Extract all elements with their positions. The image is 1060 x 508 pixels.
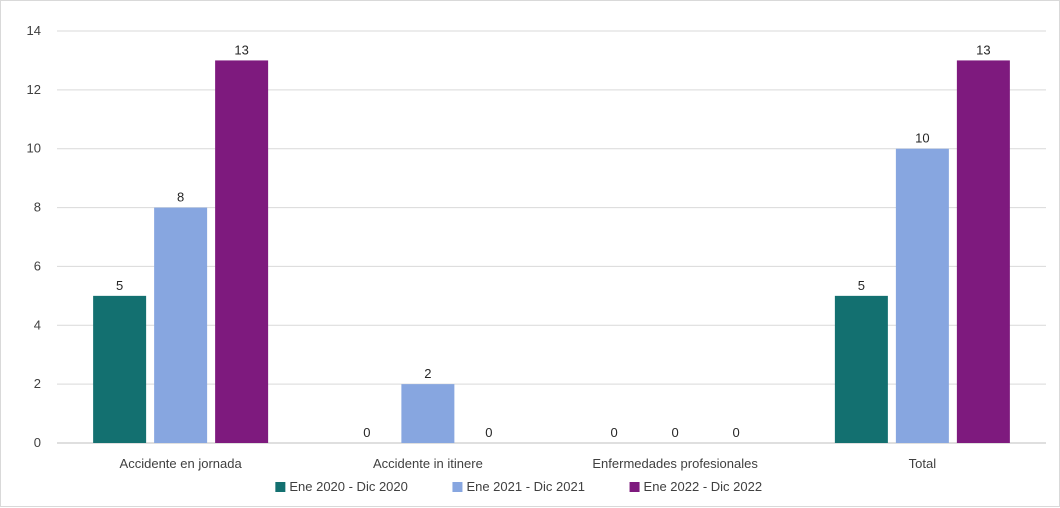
data-label: 5 [858,278,865,293]
data-label: 0 [672,425,679,440]
y-tick-label: 14 [27,23,41,38]
legend: Ene 2020 - Dic 2020 Ene 2021 - Dic 2021 En… [275,479,762,494]
y-tick-label: 10 [27,141,41,156]
y-axis: 0 2 4 6 8 10 12 14 [27,23,41,450]
data-label: 13 [234,42,248,57]
data-label: 8 [177,190,184,205]
data-label: 0 [611,425,618,440]
x-tick-label: Total [909,456,937,471]
legend-label: Ene 2022 - Dic 2022 [644,479,763,494]
legend-label: Ene 2020 - Dic 2020 [289,479,408,494]
legend-label: Ene 2021 - Dic 2021 [466,479,585,494]
y-tick-label: 6 [34,258,41,273]
data-label: 0 [733,425,740,440]
bar [401,384,455,443]
data-label: 10 [915,131,929,146]
bar [215,60,269,444]
data-label: 0 [485,425,492,440]
y-tick-label: 12 [27,82,41,97]
data-labels: 5 8 13 0 2 0 0 0 0 5 10 13 [116,42,991,440]
x-tick-label: Enfermedades profesionales [592,456,758,471]
y-tick-label: 4 [34,317,41,332]
x-tick-label: Accidente in itinere [373,456,483,471]
x-axis: Accidente en jornada Accidente in itinere… [120,456,937,471]
data-label: 2 [424,366,431,381]
x-tick-label: Accidente en jornada [120,456,243,471]
y-tick-label: 2 [34,376,41,391]
legend-swatch [275,482,286,492]
bar [93,295,147,443]
y-tick-label: 8 [34,200,41,215]
data-label: 13 [976,42,990,57]
legend-swatch [452,482,463,492]
bar [834,295,888,443]
bar [154,207,208,443]
bar [956,60,1010,444]
bar [895,148,949,443]
y-tick-label: 0 [34,435,41,450]
legend-swatch [629,482,640,492]
bars [93,60,1010,444]
data-label: 5 [116,278,123,293]
data-label: 0 [363,425,370,440]
